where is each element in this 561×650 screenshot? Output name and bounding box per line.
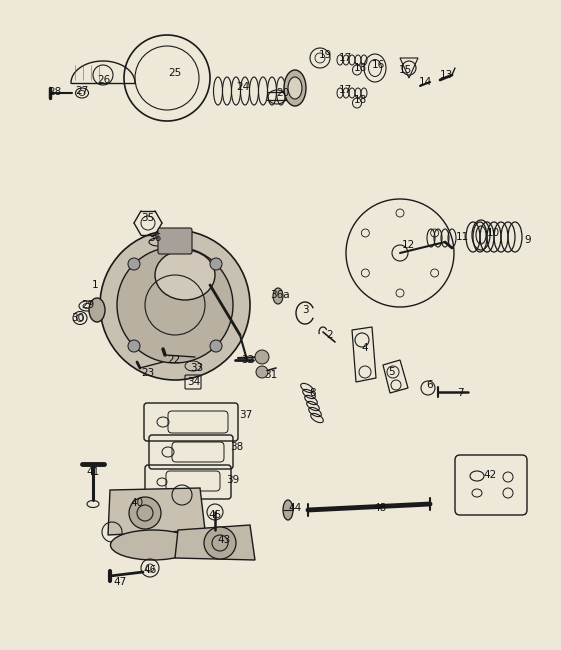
Text: 22: 22	[167, 355, 181, 365]
Circle shape	[100, 230, 250, 380]
Text: 44: 44	[288, 503, 302, 513]
Text: 17: 17	[338, 53, 352, 63]
Polygon shape	[175, 525, 255, 560]
Text: 9: 9	[525, 235, 531, 245]
Text: 35: 35	[141, 213, 155, 223]
Text: 12: 12	[401, 240, 415, 250]
Polygon shape	[108, 488, 205, 535]
Text: 24: 24	[236, 82, 250, 92]
Ellipse shape	[284, 70, 306, 106]
Text: 26: 26	[98, 75, 111, 85]
Text: 8: 8	[310, 388, 316, 398]
Text: 39: 39	[227, 475, 240, 485]
Text: 20: 20	[277, 88, 289, 98]
Text: 36a: 36a	[270, 290, 290, 300]
FancyBboxPatch shape	[158, 228, 192, 254]
Circle shape	[210, 258, 222, 270]
Text: 40: 40	[131, 498, 144, 508]
Text: 5: 5	[389, 367, 396, 377]
Text: 32: 32	[241, 355, 255, 365]
Text: 23: 23	[141, 368, 155, 378]
Text: 7: 7	[457, 388, 463, 398]
Circle shape	[117, 247, 233, 363]
Circle shape	[129, 497, 161, 529]
Circle shape	[128, 258, 140, 270]
Text: 31: 31	[264, 370, 278, 380]
Text: 38: 38	[231, 442, 243, 452]
Text: 29: 29	[81, 300, 95, 310]
Ellipse shape	[111, 530, 195, 560]
Text: 11: 11	[456, 232, 468, 242]
Ellipse shape	[288, 77, 302, 99]
Text: 34: 34	[187, 377, 201, 387]
Text: 17: 17	[338, 85, 352, 95]
Ellipse shape	[155, 250, 215, 300]
Text: 15: 15	[398, 65, 412, 75]
Text: 25: 25	[168, 68, 182, 78]
Text: 18: 18	[353, 63, 367, 73]
Text: 28: 28	[48, 87, 62, 97]
Text: 37: 37	[240, 410, 252, 420]
Text: 6: 6	[427, 380, 433, 390]
Text: 1: 1	[91, 280, 98, 290]
Circle shape	[255, 350, 269, 364]
Text: 13: 13	[439, 70, 453, 80]
Ellipse shape	[89, 298, 105, 322]
Text: 3: 3	[302, 305, 309, 315]
Ellipse shape	[273, 288, 283, 304]
Circle shape	[210, 340, 222, 352]
Text: 16: 16	[371, 60, 385, 70]
Circle shape	[204, 527, 236, 559]
Text: 19: 19	[319, 50, 332, 60]
Text: 30: 30	[71, 313, 85, 323]
Text: 2: 2	[327, 330, 333, 340]
Text: 46: 46	[144, 565, 157, 575]
Text: 4: 4	[362, 343, 369, 353]
Text: 27: 27	[75, 86, 89, 96]
Text: 14: 14	[419, 77, 431, 87]
Text: 42: 42	[484, 470, 496, 480]
Text: 45: 45	[208, 510, 222, 520]
Text: 18: 18	[353, 95, 367, 105]
Text: 33: 33	[190, 363, 204, 373]
Circle shape	[128, 340, 140, 352]
Circle shape	[256, 366, 268, 378]
Text: 41: 41	[86, 467, 100, 477]
Text: 47: 47	[113, 577, 127, 587]
Text: 10: 10	[486, 228, 499, 238]
Ellipse shape	[283, 500, 293, 520]
Text: 36: 36	[148, 233, 162, 243]
Text: 48: 48	[374, 503, 387, 513]
Text: 43: 43	[217, 535, 231, 545]
